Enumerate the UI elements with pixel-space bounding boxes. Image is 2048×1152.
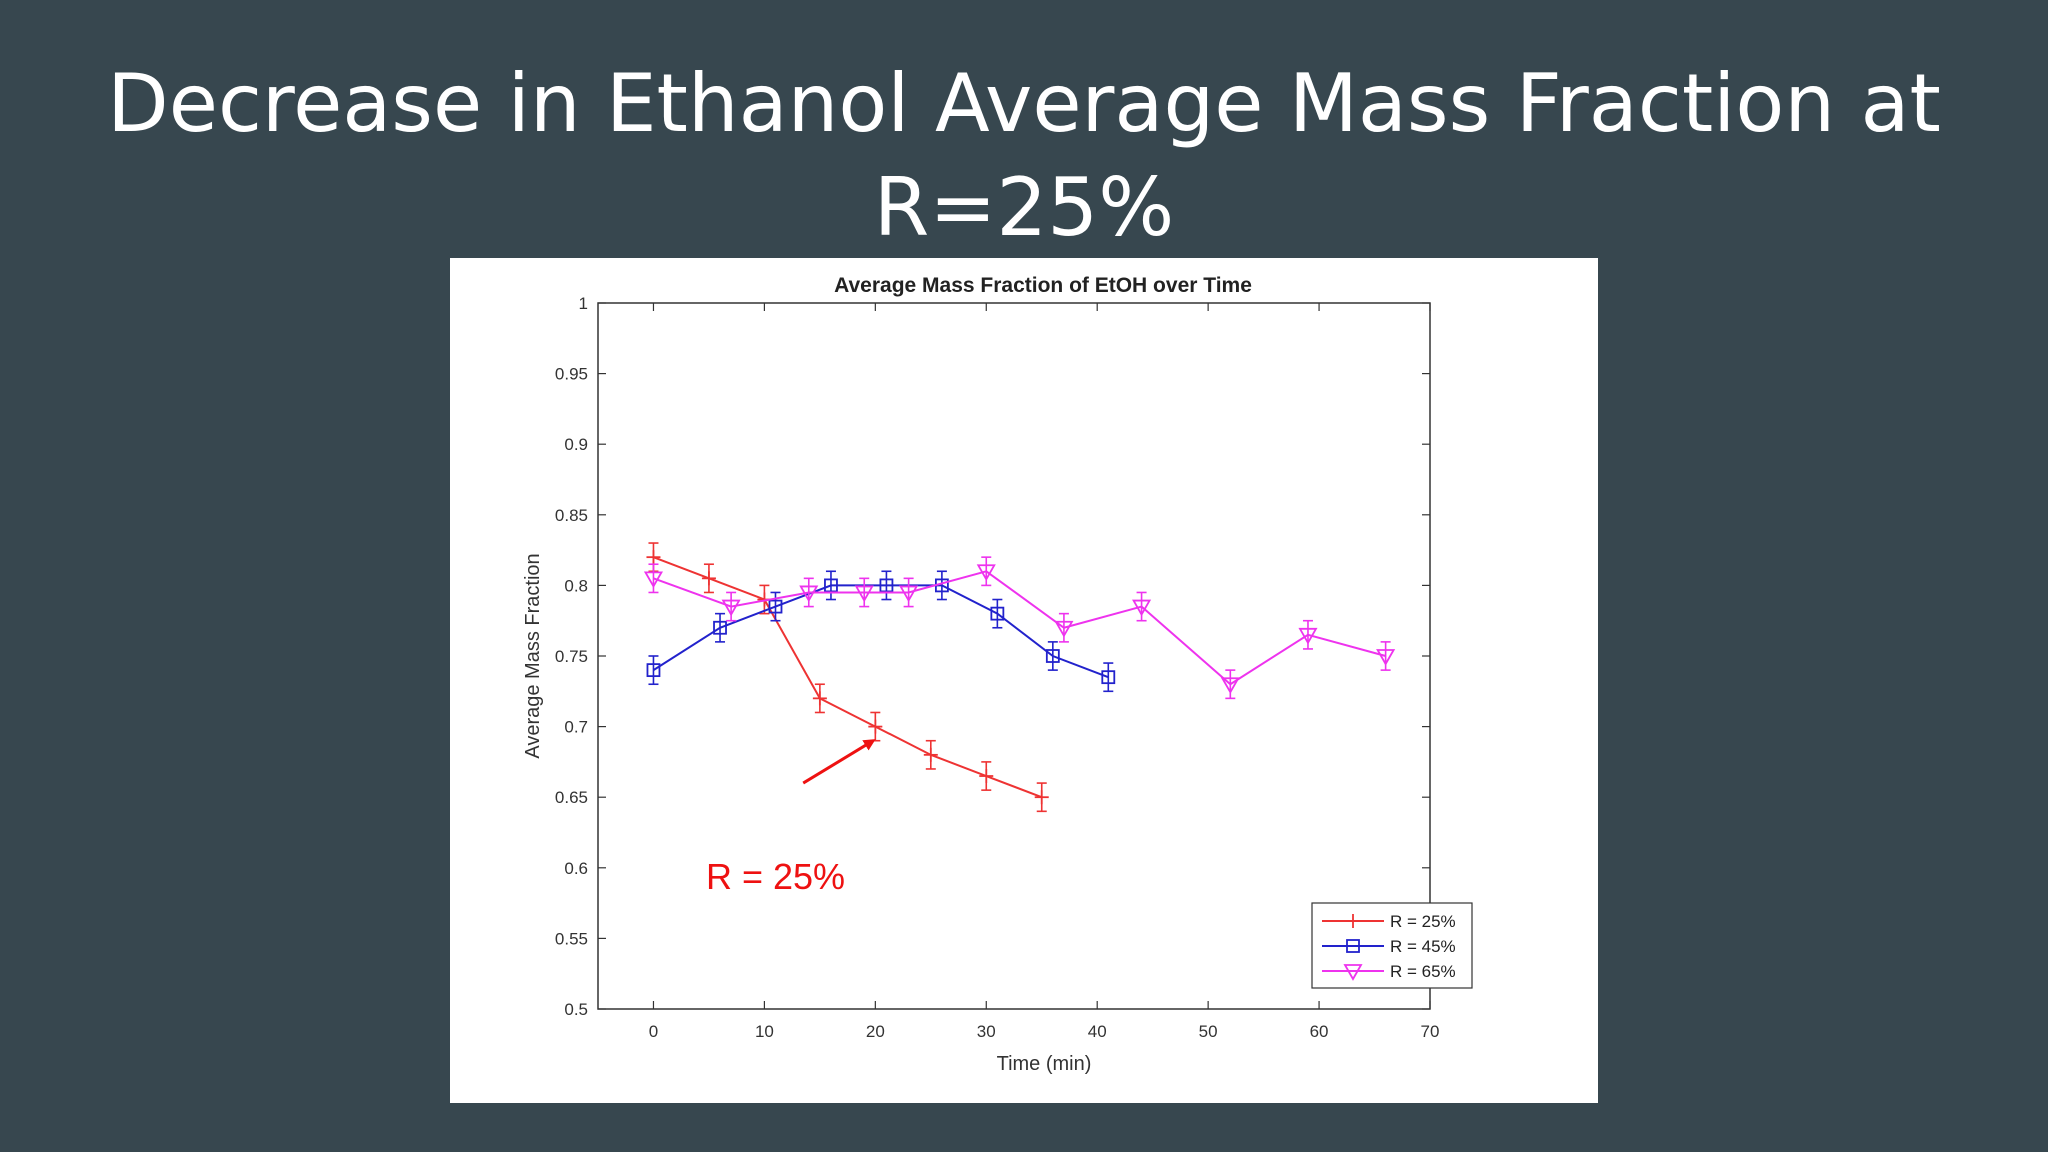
annotation-arrow xyxy=(802,739,876,785)
x-tick-label: 70 xyxy=(1421,1022,1440,1041)
data-point xyxy=(1376,649,1396,666)
data-point xyxy=(879,578,894,593)
error-bar xyxy=(770,591,781,622)
legend-box xyxy=(1311,902,1473,989)
series-layer xyxy=(643,542,1396,813)
y-axis-label: Average Mass Fraction xyxy=(522,553,544,758)
data-point xyxy=(799,585,819,603)
x-tick-label: 20 xyxy=(866,1022,885,1041)
data-point xyxy=(979,769,994,784)
series-line xyxy=(653,556,1043,799)
x-tick-label: 0 xyxy=(649,1022,658,1041)
series-65 xyxy=(643,556,1396,700)
error-bar xyxy=(881,570,892,601)
legend-marker xyxy=(1346,914,1360,928)
y-tick-label: 0.9 xyxy=(564,435,588,454)
data-point xyxy=(1034,790,1049,805)
chart-card: Average Mass Fraction of EtOH over Time … xyxy=(450,258,1598,1103)
legend-marker xyxy=(1346,939,1360,953)
error-bar xyxy=(715,612,726,643)
y-tick-label: 0.95 xyxy=(555,365,588,384)
series-45 xyxy=(646,570,1116,693)
plot-area-frame xyxy=(597,302,1431,1010)
y-tick-label: 0.85 xyxy=(555,506,588,525)
y-tick-label: 0.7 xyxy=(564,718,588,737)
x-axis-label: Time (min) xyxy=(997,1053,1092,1075)
slide-title-line-1: Decrease in Ethanol Average Mass Fractio… xyxy=(107,57,1941,150)
data-point xyxy=(1132,599,1152,617)
data-point xyxy=(768,599,783,614)
data-point xyxy=(976,564,996,582)
data-point xyxy=(1045,649,1060,663)
legend-marker xyxy=(1343,964,1363,981)
data-point xyxy=(1054,620,1074,638)
y-tick-label: 0.75 xyxy=(555,647,588,666)
data-point xyxy=(1220,677,1240,695)
error-bar xyxy=(936,570,947,601)
y-tick-label: 0.5 xyxy=(564,1000,588,1019)
legend-label: R = 65% xyxy=(1390,962,1456,981)
data-point xyxy=(713,620,727,635)
y-tick-label: 0.6 xyxy=(564,859,588,878)
line-chart: Average Mass Fraction of EtOH over Time … xyxy=(522,274,1473,1075)
legend-item: R = 45% xyxy=(1322,937,1456,956)
y-tick-label: 0.65 xyxy=(555,788,588,807)
legend-label: R = 25% xyxy=(1390,912,1456,931)
data-point xyxy=(646,663,661,678)
error-bar xyxy=(648,655,659,686)
x-tick-label: 30 xyxy=(977,1022,996,1041)
y-tick-label: 1 xyxy=(579,294,588,313)
data-point xyxy=(990,606,1005,621)
error-bar xyxy=(825,570,836,601)
slide-title: Decrease in Ethanol Average Mass Fractio… xyxy=(0,52,2048,260)
legend-item: R = 65% xyxy=(1322,962,1456,981)
error-bar xyxy=(1047,641,1058,671)
error-bar xyxy=(1103,662,1114,693)
y-tick-label: 0.8 xyxy=(564,576,588,595)
legend: R = 25% R = 45% R = 65% xyxy=(1311,902,1473,989)
annotation-label: R = 25% xyxy=(706,856,845,897)
data-point xyxy=(812,691,827,706)
data-point xyxy=(854,585,874,603)
data-point xyxy=(923,747,938,762)
data-point xyxy=(899,585,919,603)
x-tick-label: 60 xyxy=(1310,1022,1329,1041)
legend-item: R = 25% xyxy=(1322,912,1456,931)
x-axis: 0 10 20 30 40 50 60 70 xyxy=(649,303,1440,1041)
series-25 xyxy=(646,542,1049,813)
data-point xyxy=(701,571,716,586)
chart-title: Average Mass Fraction of EtOH over Time xyxy=(834,274,1252,297)
slide-title-line-2: R=25% xyxy=(873,161,1175,254)
data-point xyxy=(1298,627,1318,645)
data-point xyxy=(868,719,883,734)
error-bar xyxy=(992,598,1003,629)
data-point xyxy=(646,550,661,565)
x-tick-label: 50 xyxy=(1199,1022,1218,1041)
x-tick-label: 40 xyxy=(1088,1022,1107,1041)
x-tick-label: 10 xyxy=(755,1022,774,1041)
data-point xyxy=(824,578,838,593)
data-point xyxy=(721,599,741,617)
data-point xyxy=(1101,670,1116,685)
y-axis: 0.5 0.55 0.6 0.65 0.7 0.75 0.8 0.85 0.9 0.95 1 xyxy=(555,294,1430,1019)
legend-label: R = 45% xyxy=(1390,937,1456,956)
data-point xyxy=(643,571,664,589)
y-tick-label: 0.55 xyxy=(555,929,588,948)
